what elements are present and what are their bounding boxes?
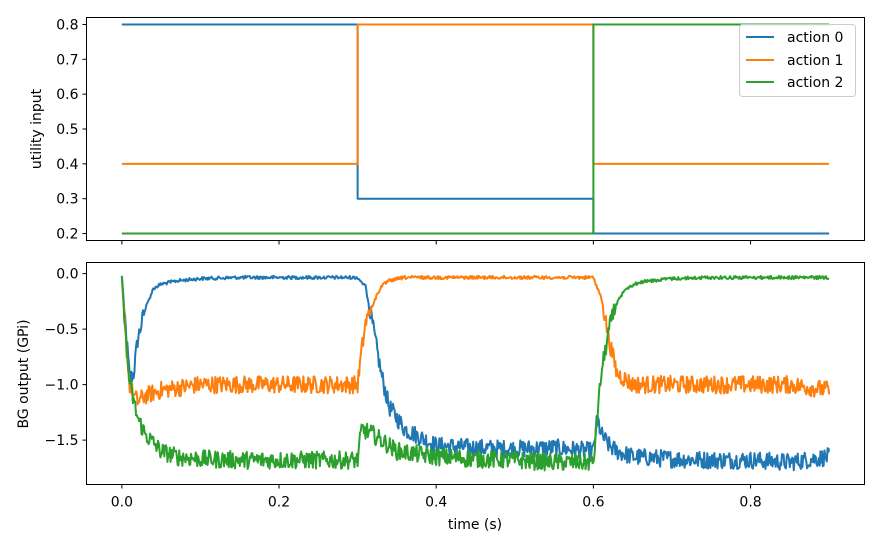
legend-frame xyxy=(739,24,856,97)
top-y-tick-label: 0.5 xyxy=(56,122,78,138)
top-y-tick-label: 0.6 xyxy=(56,87,78,103)
legend-label-action-0: action 0 xyxy=(787,30,843,46)
top-x-ticks xyxy=(121,240,752,245)
top-series-line-action-1 xyxy=(121,23,830,165)
bg-output-series xyxy=(120,274,831,472)
bottom-x-ticks: 0.0 0.2 0.4 0.6 0.8 xyxy=(111,484,762,511)
top-y-tick-label: 0.8 xyxy=(56,17,78,33)
bottom-series-line-action-1 xyxy=(120,274,831,406)
top-series-line-action-0 xyxy=(121,23,830,235)
bottom-y-axis-label: BG output (GPi) xyxy=(16,319,32,428)
x-axis-label: time (s) xyxy=(448,517,502,533)
legend-label-action-1: action 1 xyxy=(787,53,843,69)
bg-output-panel: 0.0 −0.5 −1.0 −1.5 0.0 0.2 0.4 0.6 0.8 BG outpu… xyxy=(16,262,865,533)
top-y-tick-label: 0.7 xyxy=(56,52,78,68)
top-y-tick-label: 0.4 xyxy=(56,157,78,173)
bottom-x-tick-label: 0.2 xyxy=(268,495,290,511)
top-y-tick-label: 0.2 xyxy=(56,227,78,243)
bottom-x-tick-label: 0.8 xyxy=(739,495,761,511)
bottom-y-tick-label: −1.0 xyxy=(45,378,79,394)
bottom-plot-frame xyxy=(86,262,865,485)
bottom-y-tick-label: −1.5 xyxy=(45,433,79,449)
bottom-x-tick-label: 0.4 xyxy=(425,495,447,511)
bottom-y-tick-label: 0.0 xyxy=(56,267,78,283)
bottom-y-tick-label: −0.5 xyxy=(45,322,79,338)
top-y-tick-label: 0.3 xyxy=(56,192,78,208)
utility-input-series xyxy=(121,23,830,235)
utility-input-panel: 0.2 0.3 0.4 0.5 0.6 0.7 0.8 utility input acti… xyxy=(29,17,865,245)
top-y-ticks: 0.2 0.3 0.4 0.5 0.6 0.7 0.8 xyxy=(56,17,87,243)
bottom-y-ticks: 0.0 −0.5 −1.0 −1.5 xyxy=(45,267,87,449)
bottom-series-line-action-0 xyxy=(120,274,831,472)
top-y-axis-label: utility input xyxy=(29,88,45,169)
top-series-line-action-2 xyxy=(121,23,830,235)
bottom-x-tick-label: 0.6 xyxy=(582,495,604,511)
bottom-x-tick-label: 0.0 xyxy=(111,495,133,511)
bottom-series-line-action-2 xyxy=(120,274,830,472)
legend: action 0 action 1 action 2 xyxy=(739,24,856,97)
legend-label-action-2: action 2 xyxy=(787,75,843,91)
